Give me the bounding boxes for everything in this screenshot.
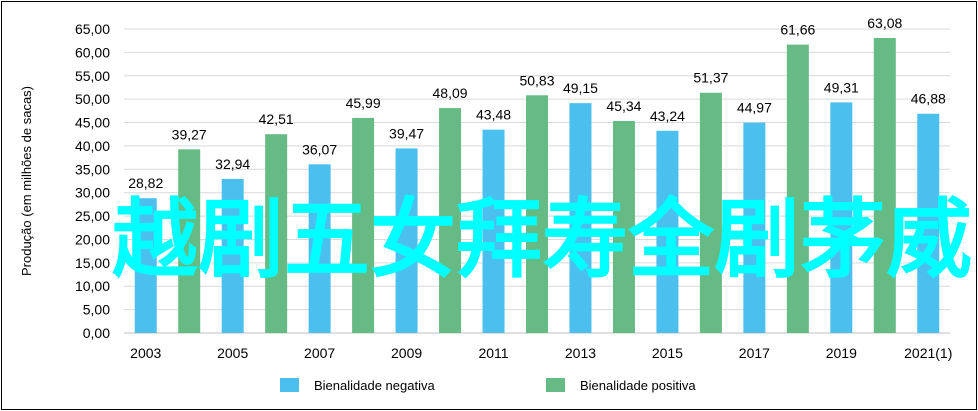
x-tick-label: 2007	[304, 345, 335, 361]
x-tick-label: 2003	[130, 345, 161, 361]
x-tick-label: 2021(1)	[904, 345, 952, 361]
y-tick-label: 55,00	[75, 68, 110, 84]
x-tick-label: 2019	[826, 345, 857, 361]
x-tick-label: 2011	[478, 345, 508, 361]
data-label: 63,08	[867, 15, 902, 31]
data-label: 45,34	[606, 98, 641, 114]
data-label: 51,37	[693, 70, 728, 86]
data-label: 61,66	[780, 22, 815, 38]
watermark-text: 越剧五女拜寿全剧茅威	[112, 190, 972, 290]
bar-2006	[265, 134, 288, 333]
y-tick-label: 10,00	[75, 278, 110, 294]
bar-2003	[134, 198, 157, 333]
data-label: 43,48	[476, 107, 511, 123]
y-tick-label: 5,00	[83, 302, 110, 318]
data-label: 32,94	[215, 156, 250, 172]
bar-2011	[482, 129, 505, 333]
y-tick-label: 35,00	[75, 161, 110, 177]
y-tick-label: 45,00	[75, 115, 110, 131]
bar-2007	[308, 164, 331, 333]
bar-2010	[439, 108, 462, 334]
y-axis-label: Produção (em milhões de sacas)	[19, 86, 34, 276]
bar-2012	[526, 95, 548, 333]
y-tick-label: 25,00	[75, 208, 110, 224]
bar-2020	[873, 37, 896, 334]
data-label: 39,27	[172, 126, 207, 142]
bar-2015	[656, 130, 679, 333]
data-label: 39,47	[389, 125, 424, 141]
x-tick-label: 2009	[391, 345, 422, 361]
x-tick-label: 2015	[652, 345, 683, 361]
bar-2008	[352, 117, 375, 333]
legend-swatch-positiva	[546, 378, 565, 392]
y-tick-label: 60,00	[75, 44, 110, 60]
y-tick-label: 30,00	[75, 185, 110, 201]
bar-2021(1)	[917, 113, 940, 333]
x-tick-label: 2017	[739, 345, 770, 361]
bar-2016	[699, 92, 722, 333]
y-tick-label: 15,00	[75, 255, 110, 271]
bar-2004	[178, 149, 201, 333]
data-label: 43,24	[650, 108, 685, 124]
data-label: 50,83	[519, 72, 554, 88]
data-label: 42,51	[259, 111, 294, 127]
data-label: 46,88	[911, 91, 946, 107]
bar-2014	[612, 120, 635, 334]
bar-2018	[786, 44, 809, 334]
bar-2013	[569, 103, 592, 333]
bar-2005	[221, 178, 244, 333]
legend-swatch-negativa	[280, 378, 299, 392]
bar-2019	[830, 102, 853, 333]
data-label: 49,15	[563, 80, 598, 96]
data-label: 28,82	[128, 175, 163, 191]
bar-2009	[395, 148, 418, 333]
y-tick-label: 0,00	[83, 325, 110, 341]
y-tick-label: 40,00	[75, 138, 110, 154]
y-tick-label: 20,00	[75, 231, 110, 247]
data-label: 49,31	[824, 79, 859, 95]
data-label: 36,07	[302, 141, 337, 157]
x-tick-label: 2013	[565, 345, 596, 361]
y-tick-label: 65,00	[75, 21, 110, 37]
data-label: 44,97	[737, 100, 772, 116]
x-tick-label: 2005	[217, 345, 248, 361]
data-label: 45,99	[346, 95, 381, 111]
y-tick-label: 50,00	[75, 91, 110, 107]
data-label: 48,09	[433, 85, 468, 101]
legend-label-negativa: Bienalidade negativa	[314, 378, 435, 393]
bar-2017	[743, 122, 766, 333]
legend-label-positiva: Bienalidade positiva	[580, 378, 696, 393]
